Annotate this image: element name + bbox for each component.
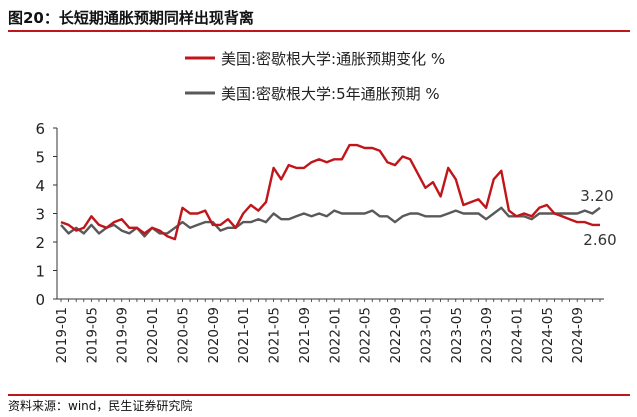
y-tick-label: 4 <box>35 177 45 195</box>
y-tick-label: 2 <box>35 234 45 252</box>
x-tick-label: 2022-05 <box>358 307 374 363</box>
x-tick-label: 2024-01 <box>509 307 525 363</box>
y-tick-label: 5 <box>35 149 45 167</box>
x-tick-label: 2022-01 <box>327 307 343 363</box>
x-tick-label: 2023-09 <box>479 307 495 363</box>
y-tick-label: 6 <box>35 120 45 138</box>
x-tick-label: 2024-09 <box>570 307 586 363</box>
x-tick-label: 2023-01 <box>418 307 434 363</box>
end-labels: 2.60 3.20 <box>580 187 616 249</box>
x-tick-label: 2019-05 <box>84 307 100 363</box>
x-tick-label: 2021-05 <box>267 307 283 363</box>
end-label-1: 3.20 <box>580 187 613 205</box>
y-tick-label: 3 <box>35 206 45 224</box>
figure-source: 资料来源：wind，民生证券研究院 <box>8 394 630 416</box>
x-tick-label: 2024-05 <box>540 307 556 363</box>
legend-label-0: 美国:密歇根大学:通胀预期变化 % <box>221 50 445 68</box>
axis-layer: 0 1 2 3 4 5 6 2019-01 2019-05 2019-09 2020-01 2020-… <box>35 120 604 363</box>
x-tick-label: 2020-09 <box>206 307 222 363</box>
x-tick-label: 2019-01 <box>54 307 70 363</box>
x-tick-label: 2020-05 <box>175 307 191 363</box>
x-tick-label: 2019-09 <box>115 307 131 363</box>
legend: 美国:密歇根大学:通胀预期变化 % 美国:密歇根大学:5年通胀预期 % <box>185 50 445 103</box>
y-tick-label: 1 <box>35 263 45 281</box>
figure-title: 图20：长短期通胀预期同样出现背离 <box>8 6 630 32</box>
y-tick-label: 0 <box>35 291 45 309</box>
legend-label-1: 美国:密歇根大学:5年通胀预期 % <box>221 85 440 103</box>
x-tick-label: 2021-01 <box>236 307 252 363</box>
x-tick-label: 2022-09 <box>388 307 404 363</box>
series-line-0 <box>60 143 600 241</box>
series-layer <box>60 143 601 241</box>
end-label-0: 2.60 <box>583 231 616 249</box>
x-tick-label: 2023-05 <box>449 307 465 363</box>
x-tick-label: 2020-01 <box>145 307 161 363</box>
x-tick-label: 2021-09 <box>297 307 313 363</box>
